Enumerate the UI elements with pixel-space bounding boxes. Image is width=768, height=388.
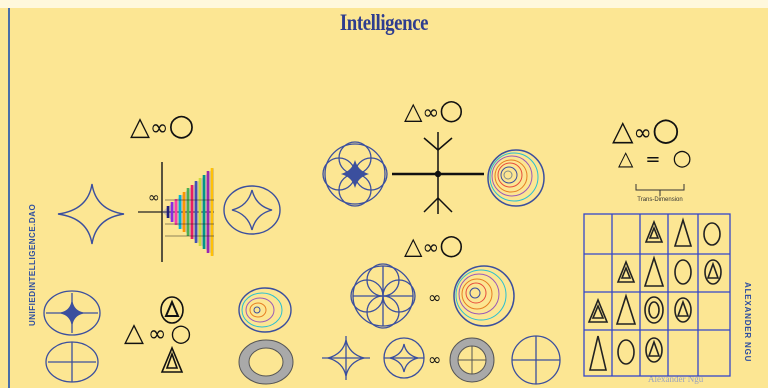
equals-icon: = [645,149,661,170]
astroid-left [57,183,125,245]
top-strip [0,0,768,8]
page-title: Intelligence [339,10,429,35]
spectrum-cone [138,162,214,262]
equation-caption: Trans-Dimension [637,197,683,203]
ellipse-astroid-bottom [43,290,101,336]
circle-icon: ○ [439,93,464,126]
triangle-icon: △ [612,114,634,147]
grid-glyphs [587,217,722,371]
ellipse-cross-bottom [45,341,99,383]
infinity-label-spectrum: ∞ [148,190,160,206]
bifurcation-cross [392,132,484,214]
infinity-icon: ∞ [428,288,442,307]
infinity-icon: ∞ [422,100,440,124]
triangle-icon: △ [404,232,423,260]
symbol-group-right-top: △∞○ [612,110,680,148]
triangle-icon: △ [404,97,423,125]
circle-icon: ○ [168,108,195,143]
infinity-center-row1: ∞ [428,288,441,307]
concentric-circle-center-bottom [453,265,515,327]
symbol-group-center-top: △∞○ [404,93,464,126]
circle-cross-bottom-right [511,335,561,385]
concentric-circle-center [487,149,545,207]
astroid-bottom-center [322,336,370,380]
symbol-group-left: △∞○ [130,108,195,143]
triangle-circle-glyphs [160,296,184,373]
triangle-icon: △ [124,318,144,348]
infinity-icon: ∞ [148,190,160,206]
infinity-icon: ∞ [148,322,167,347]
symbol-equation: △ = ○ [618,146,692,171]
torus-cross-bottom [449,337,495,383]
torus-bottom-left [238,339,294,385]
signature: Alexander Ngu [648,374,704,384]
triangle-icon: △ [618,146,634,170]
symbol-grid [583,213,731,377]
infinity-icon: ∞ [150,116,169,141]
circle-astroid-bottom-center [383,337,425,379]
infinity-icon: ∞ [428,350,442,369]
concentric-circle-bottom [238,287,292,333]
flower-circle-center-bottom [350,263,416,329]
circle-icon: ○ [651,110,680,148]
symbol-group-bottom-left: △ ∞ ○ [124,318,191,348]
circle-icon: ○ [439,228,464,261]
symbol-group-center-mid: △∞○ [404,228,464,261]
infinity-center-row2: ∞ [428,350,441,369]
triangle-icon: △ [130,112,150,142]
flower-circle-center [322,141,388,207]
circle-icon: ○ [672,146,692,171]
circle-icon: ○ [170,319,192,347]
infinity-icon: ∞ [633,121,652,146]
equation-bracket [635,184,685,196]
ellipse-astroid-left [223,185,281,235]
infinity-icon: ∞ [422,235,440,259]
left-rule [8,8,10,388]
